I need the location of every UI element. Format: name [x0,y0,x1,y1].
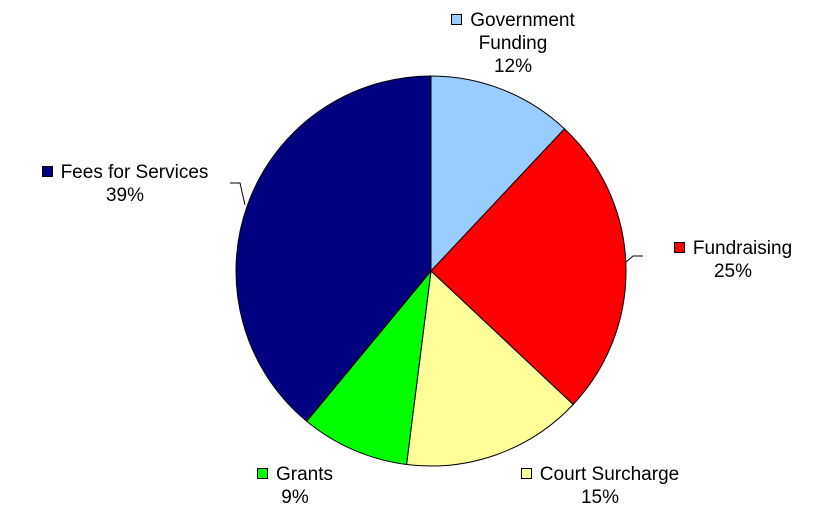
label-fees-for-services: Fees for Services 39% [0,161,250,207]
pie-slice-court-surcharge [406,269,574,467]
pie-slice-grants [305,269,432,466]
leader-line-fundraising [625,255,643,263]
label-grants: Grants 9% [230,463,360,509]
label-government-funding: Government Funding 12% [418,9,608,78]
leader-line-fees-for-services [230,182,246,206]
pie-slice-fees-for-services [235,75,432,422]
label-fundraising: Fundraising 25% [648,237,816,283]
label-court-surcharge: Court Surcharge 15% [490,463,710,509]
legend-swatch-government-funding [451,14,463,25]
pie-slice-fundraising [430,128,627,406]
legend-swatch-fees-for-services [41,166,53,177]
legend-swatch-court-surcharge [520,468,532,479]
leader-lines [230,182,643,263]
pie-slice-government-funding [430,75,566,273]
legend-swatch-fundraising [673,242,685,253]
pie-slices [235,75,627,467]
legend-swatch-grants [256,468,268,479]
